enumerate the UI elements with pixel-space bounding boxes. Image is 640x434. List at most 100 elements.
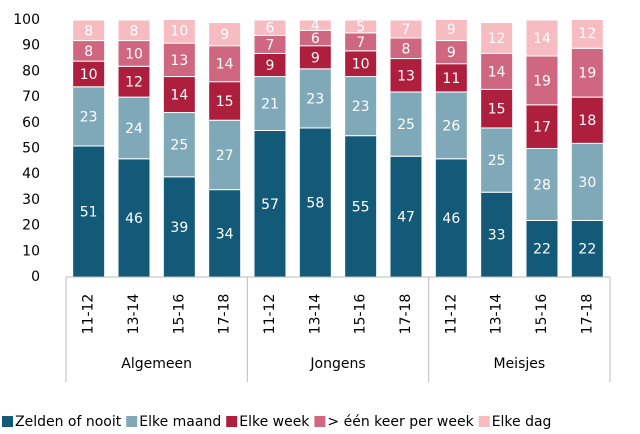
- bar-segment: [434, 91, 468, 160]
- y-tick-label: 70: [22, 89, 40, 105]
- value-label: 17: [533, 120, 551, 136]
- x-tick-label: 11-12: [262, 294, 278, 335]
- x-tick-label: 15-16: [353, 294, 369, 335]
- value-label: 23: [306, 91, 324, 107]
- value-label: 25: [170, 138, 188, 154]
- bar-segment: [344, 20, 378, 34]
- value-label: 9: [447, 22, 456, 38]
- bar-segment: [72, 20, 106, 42]
- legend-label: Zelden of nooit: [15, 414, 122, 430]
- value-label: 14: [170, 88, 188, 104]
- value-label: 8: [84, 23, 93, 39]
- value-label: 28: [533, 177, 551, 193]
- bar-segment: [434, 20, 468, 42]
- value-label: 25: [397, 117, 415, 133]
- value-label: 15: [488, 102, 506, 118]
- bar-segment: [117, 65, 151, 98]
- x-tick-label: 15-16: [171, 294, 187, 335]
- bar-segment: [72, 145, 106, 278]
- value-label: 13: [397, 68, 415, 84]
- x-tick-label: 17-18: [217, 294, 233, 335]
- value-label: 7: [356, 35, 365, 51]
- bar-segment: [480, 52, 514, 90]
- bar-segment: [208, 45, 242, 83]
- value-label: 6: [311, 31, 320, 47]
- value-label: 25: [488, 153, 506, 169]
- value-label: 18: [578, 113, 596, 129]
- bar-segment: [480, 127, 514, 193]
- value-label: 8: [402, 41, 411, 57]
- value-label: 10: [80, 67, 98, 83]
- bar-segment: [480, 88, 514, 129]
- value-label: 46: [125, 211, 143, 227]
- value-label: 9: [266, 58, 275, 74]
- legend-swatch: [2, 416, 13, 427]
- value-label: 7: [402, 22, 411, 38]
- value-label: 19: [578, 66, 596, 82]
- value-label: 39: [170, 220, 188, 236]
- value-label: 13: [170, 53, 188, 69]
- x-tick-label: 13-14: [489, 294, 505, 335]
- bar-segment: [117, 96, 151, 160]
- bar-segment: [525, 20, 559, 57]
- bar-segment: [344, 76, 378, 137]
- bar-segment: [525, 219, 559, 278]
- value-label: 51: [80, 204, 98, 220]
- bar-segment: [253, 76, 287, 132]
- bar-segment: [434, 158, 468, 278]
- y-tick-label: 80: [22, 63, 40, 79]
- bar-segment: [570, 96, 604, 144]
- value-label: 23: [80, 109, 98, 125]
- value-label: 27: [216, 148, 234, 164]
- value-label: 14: [533, 31, 551, 47]
- value-label: 24: [125, 121, 143, 137]
- value-label: 46: [442, 211, 460, 227]
- bar-segment: [344, 135, 378, 278]
- bar-segment: [389, 91, 423, 157]
- legend-swatch: [226, 416, 238, 427]
- bar-segment: [253, 20, 287, 36]
- value-label: 12: [578, 26, 596, 42]
- bar-segment: [570, 142, 604, 221]
- bar-segment: [117, 20, 151, 42]
- y-tick-label: 30: [22, 192, 40, 208]
- x-tick-label: 11-12: [81, 294, 97, 335]
- y-tick-label: 90: [22, 38, 40, 54]
- value-label: 21: [261, 97, 279, 113]
- bar-segment: [162, 76, 196, 114]
- value-label: 5: [356, 19, 365, 35]
- bar-segment: [480, 191, 514, 278]
- group-label: Meisjes: [493, 356, 545, 372]
- bar-segment: [162, 20, 196, 44]
- value-label: 47: [397, 210, 415, 226]
- value-label: 23: [352, 99, 370, 115]
- group-label: Algemeen: [121, 356, 192, 372]
- y-tick-label: 50: [22, 141, 40, 157]
- value-label: 55: [352, 199, 370, 215]
- value-label: 9: [447, 45, 456, 61]
- y-tick-label: 40: [22, 166, 40, 182]
- y-tick-label: 100: [13, 12, 40, 28]
- value-label: 33: [488, 228, 506, 244]
- bar-segment: [298, 20, 332, 31]
- legend-label: > één keer per week: [327, 414, 474, 430]
- legend-label: Elke dag: [492, 414, 552, 430]
- value-label: 9: [220, 27, 229, 43]
- value-label: 57: [261, 197, 279, 213]
- x-tick-label: 13-14: [126, 294, 142, 335]
- value-label: 11: [442, 71, 460, 87]
- y-tick-label: 10: [22, 243, 40, 259]
- value-label: 12: [125, 75, 143, 91]
- legend-swatch: [314, 416, 326, 427]
- group-label: Jongens: [309, 356, 365, 372]
- x-tick-label: 13-14: [307, 294, 323, 335]
- bar-segment: [117, 40, 151, 67]
- value-label: 12: [488, 31, 506, 47]
- value-label: 10: [352, 57, 370, 73]
- value-label: 4: [311, 18, 320, 34]
- bar-segment: [525, 55, 559, 106]
- x-tick-label: 17-18: [398, 294, 414, 335]
- value-label: 26: [442, 118, 460, 134]
- value-label: 22: [578, 242, 596, 258]
